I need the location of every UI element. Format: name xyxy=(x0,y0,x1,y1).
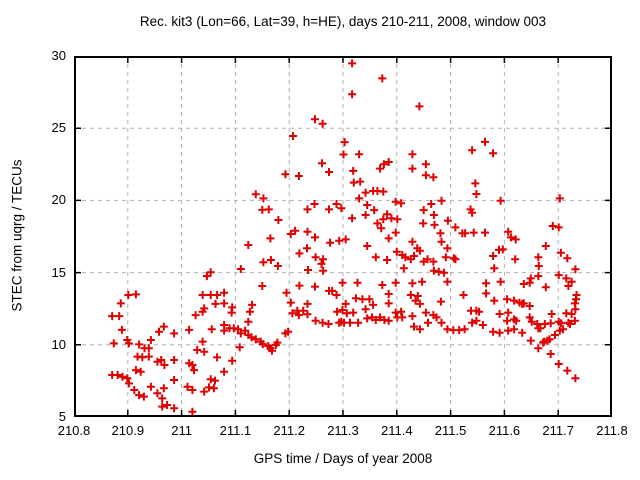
y-axis-label: STEC from uqrg / TECUs xyxy=(9,159,25,312)
x-tick-label: 211.4 xyxy=(381,423,413,438)
tick-marks xyxy=(74,56,612,417)
plot-area xyxy=(74,56,612,417)
x-axis-label: GPS time / Days of year 2008 xyxy=(253,451,433,466)
x-tick-label: 211.2 xyxy=(273,423,305,438)
scatter-points xyxy=(108,59,581,416)
chart-title: Rec. kit3 (Lon=66, Lat=39, h=HE), days 2… xyxy=(139,14,547,29)
gridlines xyxy=(74,56,612,417)
plot-canvas xyxy=(74,56,612,417)
x-tick-label: 211.3 xyxy=(327,423,359,438)
x-tick-label: 211 xyxy=(171,423,192,438)
y-tick-label: 15 xyxy=(51,264,66,280)
y-tick-label: 5 xyxy=(58,409,66,424)
x-tick-label: 211.6 xyxy=(488,423,521,438)
plot-border xyxy=(74,56,612,417)
x-tick-label: 211.8 xyxy=(596,423,628,438)
x-tick-label: 210.9 xyxy=(111,423,145,438)
x-tick-label: 211.1 xyxy=(219,423,252,438)
x-tick-label: 211.5 xyxy=(434,423,467,438)
y-tick-label: 30 xyxy=(51,48,66,63)
y-tick-label: 25 xyxy=(51,120,66,136)
x-tick-label: 210.8 xyxy=(57,423,91,438)
y-tick-label: 10 xyxy=(51,336,66,352)
y-tick-label: 20 xyxy=(51,192,66,208)
x-tick-label: 211.7 xyxy=(542,423,574,438)
